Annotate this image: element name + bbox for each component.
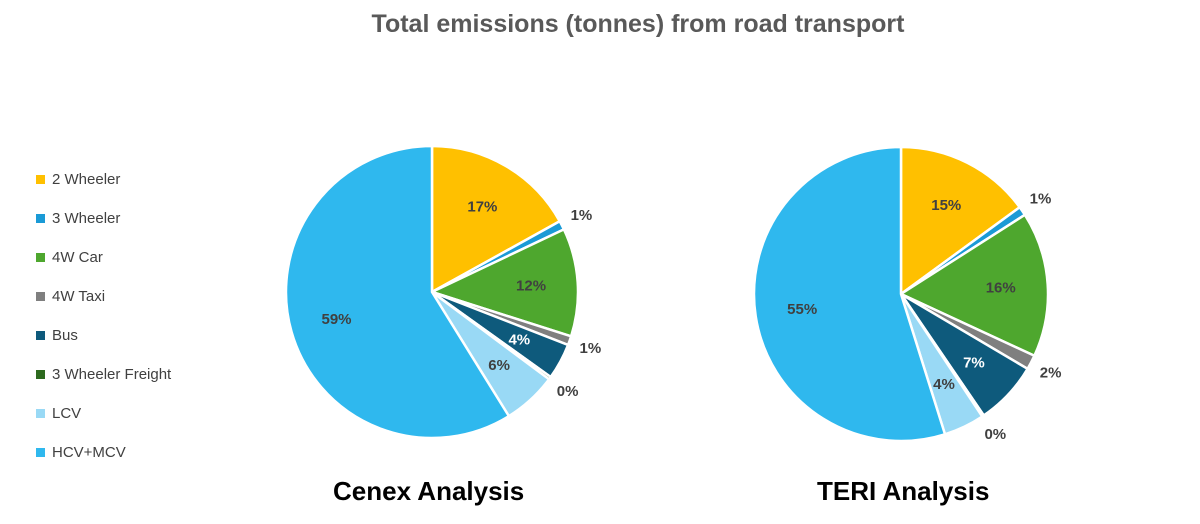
legend-item: Bus <box>36 316 171 355</box>
legend-label: 2 Wheeler <box>52 171 121 188</box>
legend-swatch <box>36 448 45 457</box>
legend-label: 4W Taxi <box>52 288 106 305</box>
data-label: 1% <box>580 340 602 357</box>
data-label: 6% <box>488 357 510 374</box>
legend-label: HCV+MCV <box>52 444 126 461</box>
data-label: 7% <box>963 354 985 371</box>
legend-swatch <box>36 214 45 223</box>
legend-swatch <box>36 409 45 418</box>
pie-slice-4w-car <box>898 213 1050 358</box>
legend-swatch <box>36 370 45 379</box>
legend-item: 4W Taxi <box>36 277 171 316</box>
data-label: 15% <box>931 197 961 214</box>
legend-label: LCV <box>52 405 82 422</box>
data-label: 4% <box>508 331 530 348</box>
pie-slice-2-wheeler <box>430 144 562 295</box>
legend-item: 2 Wheeler <box>36 160 171 199</box>
pie-slice-4w-car <box>428 227 580 338</box>
legend-item: 3 Wheeler <box>36 199 171 238</box>
data-label: 17% <box>467 198 497 215</box>
pie-slice-hcv-mcv <box>284 144 511 440</box>
data-label: 0% <box>557 383 579 400</box>
data-label: 2% <box>1040 365 1062 382</box>
legend-item: 3 Wheeler Freight <box>36 355 171 394</box>
legend-item: LCV <box>36 394 171 433</box>
legend-label: 3 Wheeler Freight <box>52 366 172 383</box>
legend-label: 4W Car <box>52 249 103 266</box>
pie-slice-2-wheeler <box>899 145 1022 297</box>
chart-title: Total emissions (tonnes) from road trans… <box>371 10 905 38</box>
legend-swatch <box>36 253 45 262</box>
data-label: 0% <box>984 426 1006 443</box>
data-label: 1% <box>1030 191 1052 208</box>
legend: 2 Wheeler 3 Wheeler 4W Car 4W Taxi Bus 3 Whee… <box>36 160 171 472</box>
legend-label: Bus <box>52 327 78 344</box>
legend-swatch <box>36 292 45 301</box>
data-label: 55% <box>787 301 817 318</box>
data-label: 16% <box>986 279 1016 296</box>
legend-swatch <box>36 331 45 340</box>
legend-swatch <box>36 175 45 184</box>
data-label: 4% <box>933 376 955 393</box>
data-label: 59% <box>321 311 351 328</box>
pie-title-cenex: Cenex Analysis <box>333 476 525 506</box>
legend-label: 3 Wheeler <box>52 210 121 227</box>
legend-item: 4W Car <box>36 238 171 277</box>
pie-title-teri: TERI Analysis <box>817 476 990 506</box>
data-label: 12% <box>516 277 546 294</box>
data-label: 1% <box>571 207 593 224</box>
legend-item: HCV+MCV <box>36 433 171 472</box>
pie-slice-hcv-mcv <box>752 145 947 443</box>
